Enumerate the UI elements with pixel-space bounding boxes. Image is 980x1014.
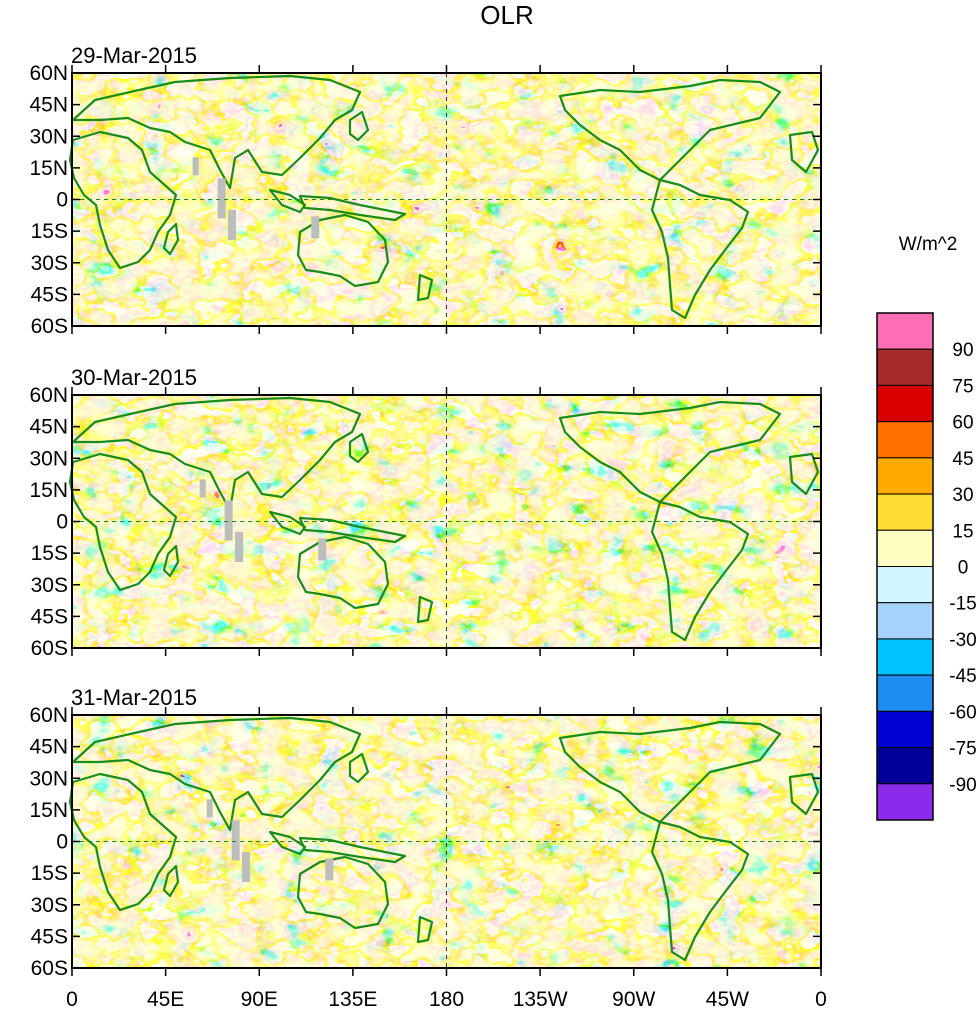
colorbar-swatch [876, 421, 934, 459]
lat-tick-label: 30S [31, 252, 68, 275]
lat-tick-label: 60S [31, 315, 68, 338]
colorbar-swatch [876, 457, 934, 495]
lat-tick-label: 15S [31, 220, 68, 243]
lat-tick-label: 45N [29, 94, 68, 117]
lat-tick-label: 15N [29, 157, 68, 180]
lat-tick-label: 30N [29, 447, 68, 470]
missing-data-block [192, 157, 199, 176]
missing-data-block [228, 210, 237, 241]
lat-tick-label: 15N [29, 799, 68, 822]
missing-data-block [231, 820, 240, 861]
missing-data-block [325, 858, 334, 881]
lon-tick-label: 90E [241, 988, 278, 1011]
missing-data [192, 157, 320, 241]
lat-tick-label: 60N [29, 384, 68, 407]
panel-date-label: 29-Mar-2015 [71, 43, 197, 68]
missing-data-block [206, 799, 213, 818]
missing-data-block [224, 500, 233, 541]
lat-tick-label: 45S [31, 283, 68, 306]
lat-tick-label: 60N [29, 62, 68, 85]
lon-tick-label: 0 [815, 988, 827, 1011]
lat-tick-label: 45N [29, 416, 68, 439]
colorbar-swatch [876, 783, 934, 821]
lat-tick-label: 45S [31, 925, 68, 948]
colorbar-frame [876, 312, 934, 821]
colorbar-label: -75 [949, 739, 976, 760]
colorbar-label: -90 [949, 775, 976, 796]
lon-tick-label: 135W [513, 988, 568, 1011]
lat-tick-label: 0 [56, 511, 68, 534]
lat-tick-label: 0 [56, 189, 68, 212]
lat-tick-label: 60N [29, 704, 68, 727]
colorbar-label: 60 [952, 413, 973, 434]
colorbar-label: 90 [952, 340, 973, 361]
lat-tick-label: 30N [29, 125, 68, 148]
lat-tick-label: 30S [31, 894, 68, 917]
longitude-axis: 0 45E 90E 135E 180 135W 90W 45W 0 [66, 988, 827, 1011]
colorbar-swatch [876, 747, 934, 785]
missing-data-block [217, 178, 226, 219]
missing-data-block [311, 216, 320, 239]
colorbar-swatch [876, 674, 934, 712]
lat-tick-label: 45S [31, 605, 68, 628]
missing-data [206, 799, 334, 883]
lat-tick-label: 15S [31, 862, 68, 885]
lat-tick-label: 45N [29, 736, 68, 759]
lon-tick-label: 180 [429, 988, 464, 1011]
lon-tick-label: 135E [328, 988, 377, 1011]
colorbar-label: 45 [952, 449, 973, 470]
colorbar-units: W/m^2 [899, 234, 958, 255]
lon-tick-label: 90W [612, 988, 655, 1011]
missing-data-block [242, 852, 251, 883]
colorbar-swatch [876, 312, 934, 350]
colorbar-swatch [876, 602, 934, 640]
colorbar-label: -30 [949, 630, 976, 651]
missing-data-block [235, 532, 244, 563]
lon-tick-label: 0 [66, 988, 78, 1011]
lat-tick-label: 60S [31, 637, 68, 660]
colorbar-label: 75 [952, 376, 973, 397]
missing-data [199, 479, 327, 563]
panel-date-label: 31-Mar-2015 [71, 685, 197, 710]
chart-title: OLR [480, 0, 533, 30]
lat-tick-label: 30N [29, 767, 68, 790]
colorbar-swatch [876, 384, 934, 423]
missing-data-block [199, 479, 206, 498]
colorbar-label: -45 [949, 666, 976, 687]
lat-tick-label: 30S [31, 574, 68, 597]
colorbar-label: 15 [952, 521, 973, 542]
lat-tick-label: 15N [29, 479, 68, 502]
lat-tick-label: 0 [56, 831, 68, 854]
colorbar-label: -15 [949, 594, 976, 615]
colorbar-swatch [876, 493, 934, 531]
colorbar-swatch [876, 348, 934, 386]
colorbar-swatch [876, 529, 934, 567]
panels-group: 29-Mar-201560N45N30N15N015S30S45S60S30-M… [29, 43, 822, 980]
colorbar: 90 75 60 45 30 15 0 -15 -30 -45 -60 -75 -90 [876, 312, 977, 821]
colorbar-label: -60 [949, 702, 976, 723]
lon-tick-label: 45W [706, 988, 749, 1011]
colorbar-label: 0 [958, 558, 969, 579]
colorbar-swatch [876, 710, 934, 749]
lat-tick-label: 15S [31, 542, 68, 565]
colorbar-swatch [876, 638, 934, 676]
lat-tick-label: 60S [31, 957, 68, 980]
lon-tick-label: 45E [147, 988, 184, 1011]
colorbar-swatch [876, 566, 934, 604]
panel-date-label: 30-Mar-2015 [71, 365, 197, 390]
missing-data-block [318, 538, 327, 561]
colorbar-label: 30 [952, 485, 973, 506]
